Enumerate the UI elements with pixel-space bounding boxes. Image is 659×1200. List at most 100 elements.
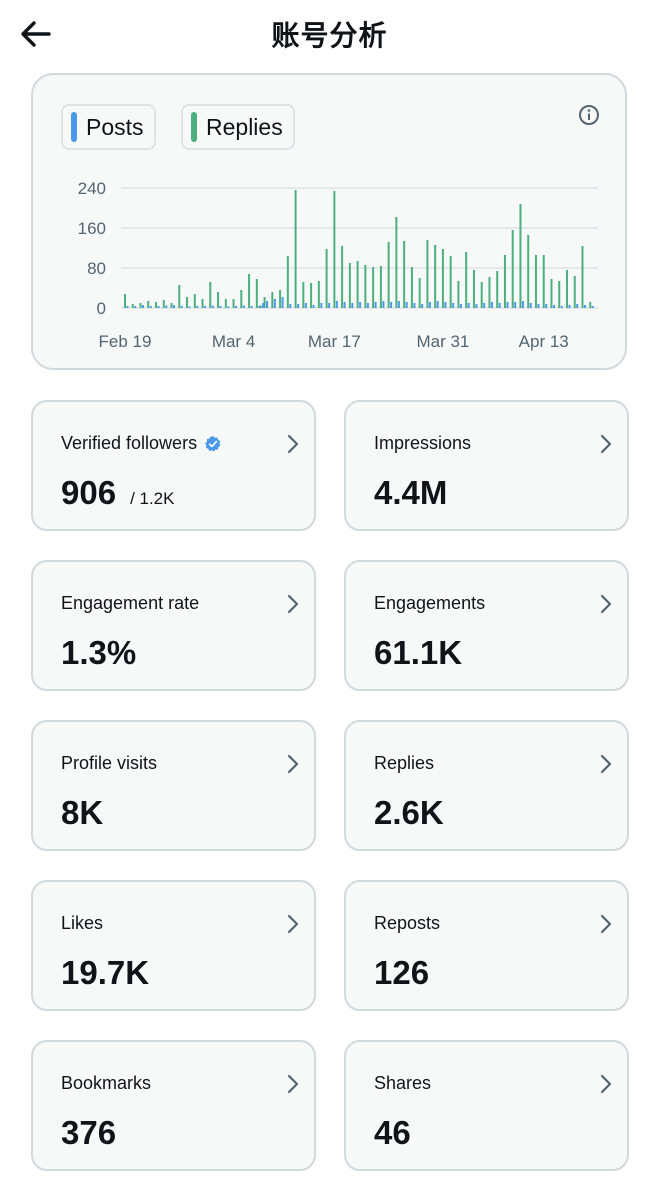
chevron-right-icon: [287, 914, 299, 934]
stat-value: 19.7K: [61, 954, 150, 991]
bar-replies: [434, 245, 437, 308]
bar-replies: [317, 281, 320, 308]
stat-value: 46: [374, 1114, 411, 1151]
stat-card-shares[interactable]: Shares 46: [344, 1040, 629, 1171]
bar-posts: [262, 303, 265, 308]
stat-value: 61.1K: [374, 634, 463, 671]
bar-replies: [542, 255, 545, 308]
chart-card: Posts Replies 0 80 160 240 Feb 19 Mar 4 Mar 17…: [31, 73, 627, 370]
stat-label: Engagements: [374, 593, 486, 613]
stat-label: Profile visits: [61, 753, 158, 773]
bar-posts: [444, 302, 447, 308]
legend-replies[interactable]: Replies: [181, 104, 295, 150]
bar-replies: [186, 297, 189, 308]
bar-posts: [421, 304, 424, 308]
x-tick-label: Feb 19: [99, 332, 152, 351]
bar-replies: [410, 267, 413, 308]
bar-replies: [263, 297, 266, 308]
y-tick-label: 80: [87, 259, 106, 278]
bar-replies: [418, 278, 421, 308]
bar-posts: [560, 306, 563, 308]
bar-replies: [480, 282, 483, 308]
bar-replies: [581, 246, 584, 308]
bar-posts: [157, 306, 160, 308]
bar-posts: [258, 306, 261, 308]
bar-posts: [242, 305, 245, 308]
bar-replies: [550, 279, 553, 308]
stat-card-bookmarks[interactable]: Bookmarks 376: [31, 1040, 316, 1171]
stat-card-likes[interactable]: Likes 19.7K: [31, 880, 316, 1011]
info-icon[interactable]: [578, 104, 600, 126]
bar-replies: [565, 270, 568, 308]
bar-replies: [240, 290, 243, 308]
bar-replies: [178, 285, 181, 308]
stat-value: 4.4M: [374, 474, 448, 511]
stat-card-replies[interactable]: Replies 2.6K: [344, 720, 629, 851]
bar-posts: [149, 306, 152, 308]
x-tick-label: Mar 31: [416, 332, 469, 351]
bar-posts: [250, 306, 253, 308]
bar-replies: [348, 263, 351, 308]
bar-posts: [142, 305, 145, 308]
bar-posts: [134, 306, 137, 308]
bar-posts: [335, 301, 338, 308]
bar-posts: [366, 303, 369, 308]
bar-posts: [211, 305, 214, 308]
analytics-chart: 0 80 160 240 Feb 19 Mar 4 Mar 17 Mar 31 Apr 13: [78, 179, 598, 351]
bar-replies: [279, 290, 282, 308]
bar-replies: [333, 191, 336, 308]
stat-card-verified-followers[interactable]: Verified followers 906 / 1.2K: [31, 400, 316, 531]
stat-card-engagements[interactable]: Engagements 61.1K: [344, 560, 629, 691]
legend-posts[interactable]: Posts: [61, 104, 156, 150]
stat-card-impressions[interactable]: Impressions 4.4M: [344, 400, 629, 531]
bar-posts: [351, 303, 354, 308]
chevron-right-icon: [287, 434, 299, 454]
chevron-right-icon: [287, 1074, 299, 1094]
stat-card-profile-visits[interactable]: Profile visits 8K: [31, 720, 316, 851]
bar-posts: [219, 306, 222, 308]
bar-replies: [465, 252, 468, 308]
y-tick-label: 160: [78, 219, 106, 238]
bar-posts: [188, 306, 191, 308]
bar-replies: [248, 274, 251, 308]
bar-posts: [514, 302, 517, 308]
bar-replies: [224, 299, 227, 308]
bar-posts: [165, 305, 168, 308]
bar-replies: [356, 261, 359, 308]
bar-posts: [459, 304, 462, 308]
bar-replies: [395, 217, 398, 308]
bar-posts: [390, 302, 393, 308]
bar-replies: [403, 241, 406, 308]
bar-posts: [529, 303, 532, 308]
bar-replies: [426, 240, 429, 308]
stat-label: Bookmarks: [61, 1073, 152, 1093]
bar-posts: [312, 305, 315, 308]
bar-replies: [155, 302, 158, 308]
bar-replies: [302, 282, 305, 308]
bar-posts: [227, 306, 230, 308]
stat-card-engagement-rate[interactable]: Engagement rate 1.3%: [31, 560, 316, 691]
bar-posts: [576, 304, 579, 308]
chevron-right-icon: [600, 754, 612, 774]
stat-value-number: 906: [61, 474, 117, 511]
bar-posts: [235, 306, 238, 308]
bar-posts: [304, 303, 307, 308]
legend-posts-label: Posts: [86, 113, 144, 140]
stat-card-reposts[interactable]: Reposts 126: [344, 880, 629, 1011]
stat-label: Reposts: [374, 913, 441, 933]
bar-replies: [441, 249, 444, 308]
bar-replies: [496, 271, 499, 308]
bar-posts: [397, 301, 400, 308]
stat-value: 126: [374, 954, 430, 991]
bar-posts: [552, 305, 555, 308]
chevron-right-icon: [600, 914, 612, 934]
bar-replies: [271, 292, 274, 308]
bar-replies: [201, 299, 204, 308]
stat-value-total: / 1.2K: [130, 489, 175, 508]
bar-posts: [475, 304, 478, 308]
bar-posts: [173, 305, 176, 308]
bar-posts: [266, 301, 269, 308]
bar-posts: [545, 304, 548, 308]
bar-posts: [405, 302, 408, 308]
back-arrow-icon[interactable]: [18, 16, 54, 52]
